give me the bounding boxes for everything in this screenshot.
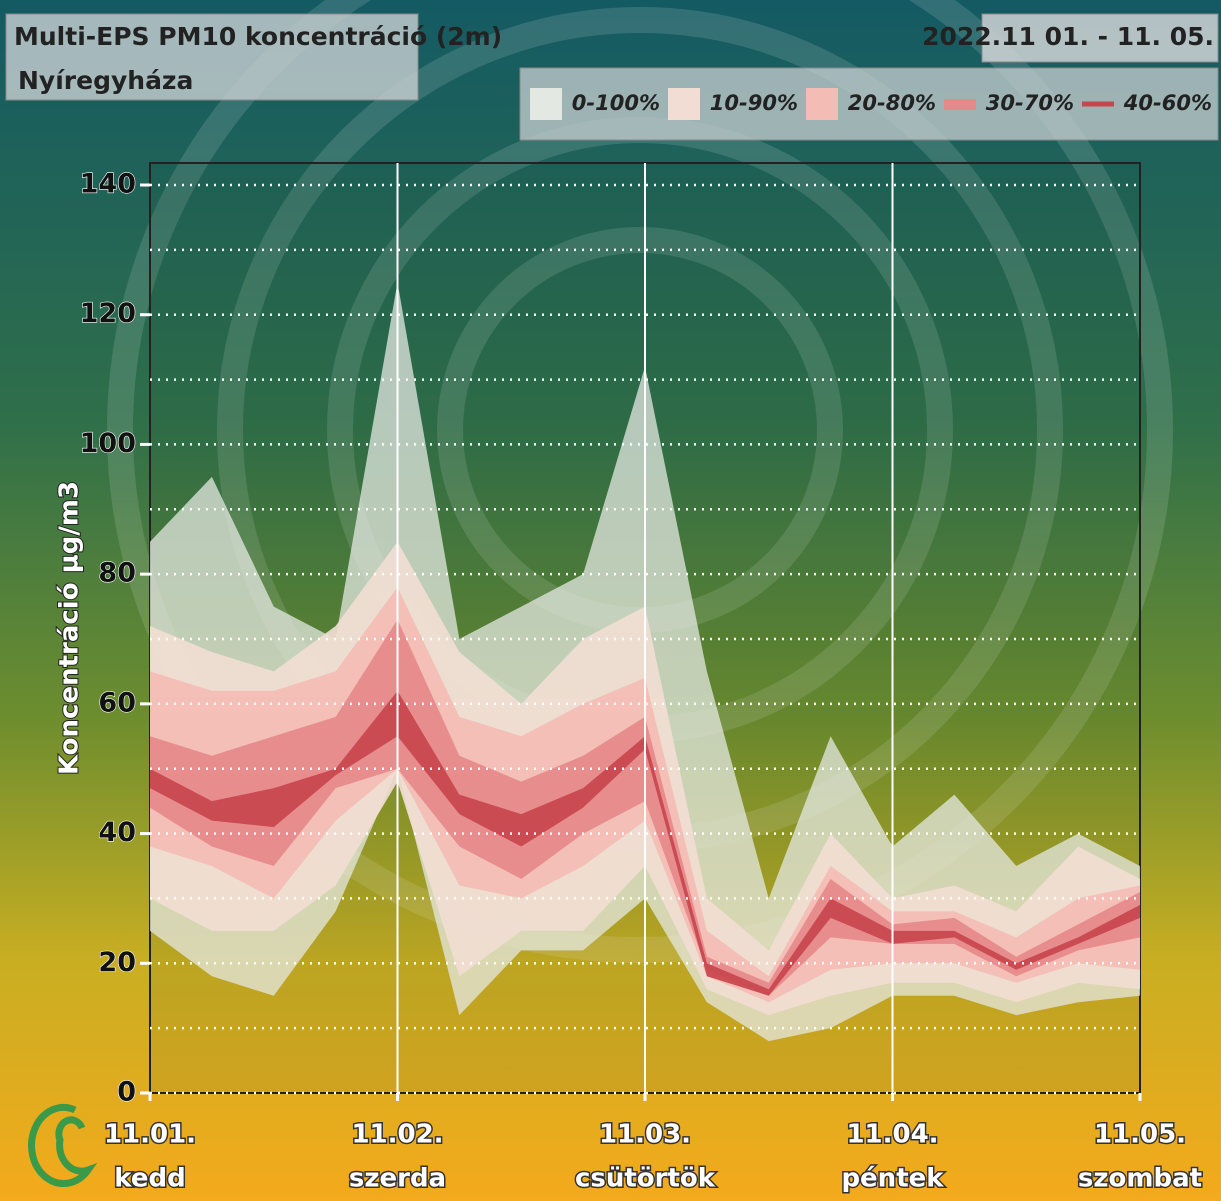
y-tick-label: 140 bbox=[80, 169, 136, 200]
legend-label: 40-60% bbox=[1123, 91, 1212, 115]
legend-label: 20-80% bbox=[848, 91, 936, 115]
y-tick-label: 100 bbox=[80, 428, 136, 459]
x-tick-day: szerda bbox=[349, 1164, 446, 1194]
date-box bbox=[981, 13, 1219, 63]
y-tick-label: 20 bbox=[98, 947, 136, 978]
x-tick-label: 11.05. bbox=[1094, 1120, 1186, 1150]
x-tick-label: 11.02. bbox=[351, 1120, 443, 1150]
x-tick-day: szombat bbox=[1078, 1164, 1202, 1194]
x-tick-label: 11.01. bbox=[104, 1120, 196, 1150]
x-tick-day: péntek bbox=[841, 1164, 944, 1194]
date-range: 2022.11 01. - 11. 05. bbox=[922, 22, 1214, 51]
legend-swatch bbox=[530, 88, 562, 120]
y-tick-label: 40 bbox=[98, 817, 136, 848]
legend-label: 30-70% bbox=[986, 91, 1074, 115]
x-tick-label: 11.04. bbox=[846, 1120, 938, 1150]
title-box bbox=[5, 13, 419, 101]
legend-label: 10-90% bbox=[710, 91, 798, 115]
x-tick-day: kedd bbox=[114, 1164, 185, 1194]
chart-subtitle: Nyíregyháza bbox=[18, 66, 193, 95]
chart-title: Multi-EPS PM10 koncentráció (2m) bbox=[14, 22, 502, 51]
legend-label: 0-100% bbox=[572, 91, 660, 115]
legend-swatch bbox=[944, 99, 976, 110]
x-tick-label: 11.03. bbox=[599, 1120, 691, 1150]
y-tick-label: 120 bbox=[80, 298, 136, 329]
logo bbox=[28, 1104, 98, 1187]
y-tick-label: 0 bbox=[117, 1077, 136, 1108]
y-tick-label: 80 bbox=[98, 558, 136, 589]
legend-swatch bbox=[668, 88, 700, 120]
legend-swatch bbox=[806, 88, 838, 120]
y-axis-label: Koncentráció µg/m3 bbox=[55, 481, 85, 775]
y-tick-label: 60 bbox=[98, 687, 136, 718]
x-tick-day: csütörtök bbox=[575, 1164, 716, 1194]
